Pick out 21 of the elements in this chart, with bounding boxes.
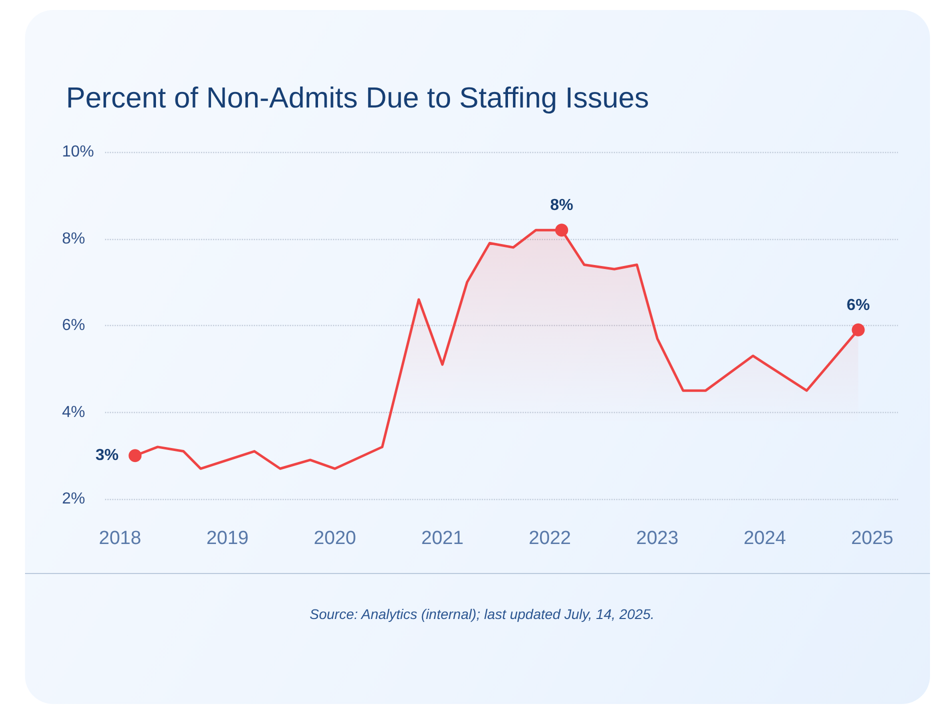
x-tick-label: 2025 [851, 528, 894, 549]
point [852, 323, 865, 336]
data-label: 8% [550, 197, 574, 214]
x-tick-label: 2019 [206, 528, 249, 549]
x-tick-label: 2018 [98, 528, 142, 549]
chart-title: Percent of Non-Admits Due to Staffing Issues [66, 82, 649, 114]
point [555, 224, 568, 237]
point [128, 449, 142, 462]
x-tick-label: 2022 [528, 528, 571, 549]
y-tick-label: 10% [62, 144, 94, 160]
y-tick-label: 6% [62, 317, 86, 334]
data-label: 6% [846, 296, 870, 314]
x-tick-label: 2023 [636, 528, 678, 549]
data-label: 3% [95, 447, 119, 464]
y-tick-label: 4% [62, 404, 86, 421]
x-tick-label: 2020 [314, 528, 356, 549]
y-tick-label: 2% [62, 490, 86, 508]
y-tick-label: 8% [62, 230, 86, 248]
x-tick-label: 2024 [744, 528, 786, 549]
x-tick-label: 2021 [421, 528, 464, 549]
source-note: Source: Analytics (internal); last updated July, 14, 2025. [310, 606, 654, 622]
